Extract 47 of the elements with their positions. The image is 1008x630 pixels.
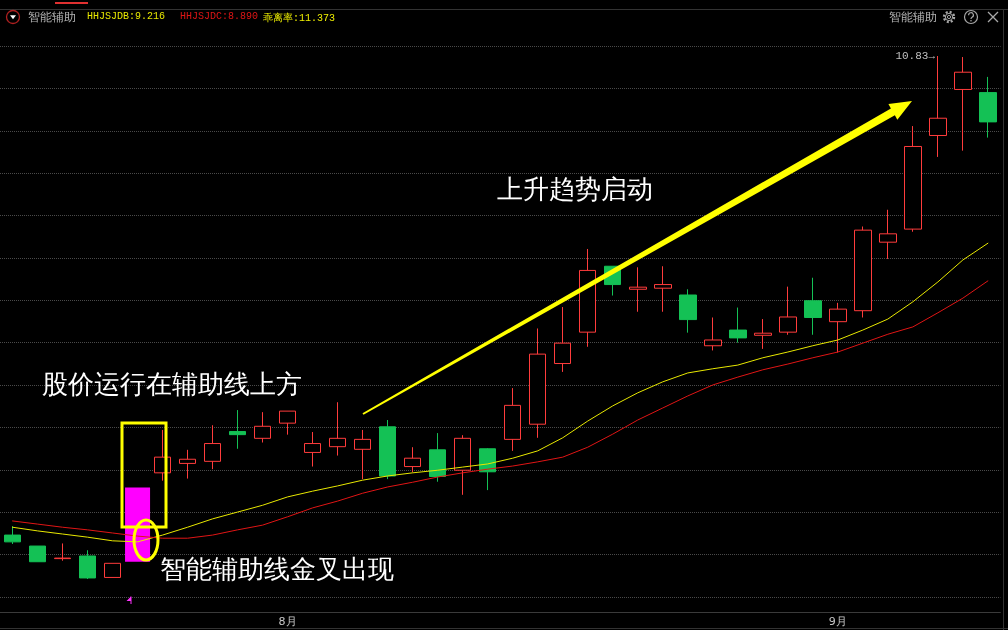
candlestick <box>679 288 697 334</box>
x-tick-label: 9月 <box>828 615 847 628</box>
candlestick <box>704 317 722 351</box>
candlestick <box>579 248 596 348</box>
candlestick <box>204 424 221 470</box>
candlestick <box>429 432 446 483</box>
candlestick <box>829 302 847 354</box>
annotation: 智能辅助线金叉出现 <box>160 554 394 584</box>
chart-title: 智能辅助 <box>889 10 937 24</box>
candlestick <box>779 286 797 336</box>
candlestick <box>329 401 346 457</box>
candlestick <box>754 318 772 350</box>
candlestick <box>804 277 822 336</box>
candlestick <box>104 562 121 578</box>
candlestick <box>979 76 997 139</box>
annotation: 上升趋势启动 <box>497 174 653 204</box>
candlestick <box>654 265 672 313</box>
candlestick <box>354 429 371 480</box>
candlestick <box>554 306 571 373</box>
candlestick <box>729 307 747 344</box>
x-tick-label: 8月 <box>278 615 297 628</box>
candlestick <box>854 225 872 318</box>
candlestick <box>879 209 897 260</box>
candlestick <box>304 431 321 468</box>
candlestick <box>529 327 546 439</box>
annotation: 10.83→ <box>895 50 936 62</box>
candlestick <box>54 542 71 562</box>
candlestick <box>629 266 647 313</box>
candlestick <box>404 446 421 473</box>
candlestick <box>229 409 246 450</box>
candlestick <box>179 449 196 480</box>
candlestick <box>279 410 296 436</box>
candlestick <box>254 411 271 443</box>
candlestick <box>79 549 96 580</box>
candlestick <box>504 387 521 452</box>
candlestick <box>379 419 396 480</box>
candlestick <box>479 447 496 491</box>
candlestick <box>904 125 922 233</box>
annotation: 股价运行在辅助线上方 <box>42 369 302 399</box>
text: 乖离率:11.373 <box>263 11 336 24</box>
candlestick <box>454 434 471 496</box>
candlestick <box>29 545 46 563</box>
text: HHJSJDB:9.216 <box>87 10 166 22</box>
candlestick <box>954 56 972 152</box>
candlestick <box>4 525 21 545</box>
chart-title: 智能辅助 <box>28 10 76 24</box>
text: HHJSJDC:8.890 <box>180 10 259 22</box>
